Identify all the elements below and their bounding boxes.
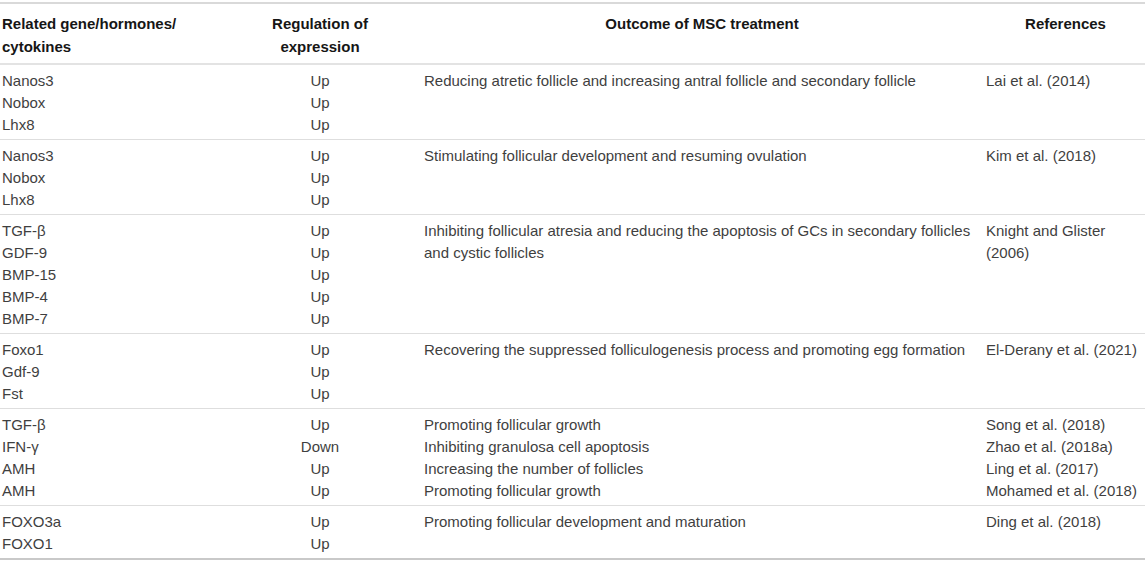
outcome-text: Inhibiting granulosa cell apoptosis — [424, 436, 974, 458]
outcome-cell: Inhibiting follicular atresia and reduci… — [390, 220, 980, 330]
gene-name: AMH — [2, 458, 250, 480]
reference-cell: Song et al. (2018) Zhao et al. (2018a) L… — [980, 414, 1145, 502]
table-bottom-rule — [0, 558, 1145, 560]
table-row-group: Nanos3 Nobox Lhx8 Up Up Up Reducing atre… — [0, 65, 1145, 139]
table-row-group: FOXO3a FOXO1 Up Up Promoting follicular … — [0, 506, 1145, 558]
regulation-value: Up — [250, 480, 390, 502]
regulation-value: Up — [250, 242, 390, 264]
gene-name: Nanos3 — [2, 145, 250, 167]
gene-name: Foxo1 — [2, 339, 250, 361]
outcome-text: Promoting follicular growth — [424, 414, 974, 436]
outcome-text: Reducing atretic follicle and increasing… — [424, 70, 974, 92]
gene-name: Fst — [2, 383, 250, 405]
reference-text: Kim et al. (2018) — [986, 145, 1145, 167]
gene-name: TGF-β — [2, 220, 250, 242]
header-outcome: Outcome of MSC treatment — [390, 12, 980, 58]
gene-name: Nanos3 — [2, 70, 250, 92]
gene-list: Nanos3 Nobox Lhx8 — [0, 70, 250, 136]
header-regulation: Regulation of expression — [250, 12, 390, 58]
table-row-group: TGF-β GDF-9 BMP-15 BMP-4 BMP-7 Up Up Up … — [0, 215, 1145, 333]
reference-text: Ding et al. (2018) — [986, 511, 1145, 533]
regulation-value: Up — [250, 533, 390, 555]
gene-name: Nobox — [2, 167, 250, 189]
regulation-list: Up Up Up — [250, 339, 390, 405]
gene-name: BMP-15 — [2, 264, 250, 286]
outcome-text: Stimulating follicular development and r… — [424, 145, 974, 167]
msc-treatment-table: Related gene/hormones/ cytokines Regulat… — [0, 2, 1145, 560]
gene-name: Gdf-9 — [2, 361, 250, 383]
regulation-value: Up — [250, 220, 390, 242]
regulation-value: Up — [250, 145, 390, 167]
regulation-value: Up — [250, 264, 390, 286]
gene-name: FOXO1 — [2, 533, 250, 555]
regulation-value: Down — [250, 436, 390, 458]
table-row-group: TGF-β IFN-γ AMH AMH Up Down Up Up Promot… — [0, 409, 1145, 505]
reference-text: El-Derany et al. (2021) — [986, 339, 1145, 361]
gene-name: Lhx8 — [2, 114, 250, 136]
regulation-value: Up — [250, 339, 390, 361]
regulation-list: Up Up Up — [250, 70, 390, 136]
gene-list: TGF-β GDF-9 BMP-15 BMP-4 BMP-7 — [0, 220, 250, 330]
outcome-text: Increasing the number of follicles — [424, 458, 974, 480]
gene-list: TGF-β IFN-γ AMH AMH — [0, 414, 250, 502]
gene-list: FOXO3a FOXO1 — [0, 511, 250, 555]
regulation-value: Up — [250, 361, 390, 383]
regulation-value: Up — [250, 383, 390, 405]
outcome-text: Promoting follicular development and mat… — [424, 511, 974, 533]
gene-name: Lhx8 — [2, 189, 250, 211]
outcome-cell: Promoting follicular growth Inhibiting g… — [390, 414, 980, 502]
reference-text: Zhao et al. (2018a) — [986, 436, 1145, 458]
table-header-row: Related gene/hormones/ cytokines Regulat… — [0, 4, 1145, 63]
reference-text: Knight and Glister (2006) — [986, 220, 1145, 264]
outcome-cell: Promoting follicular development and mat… — [390, 511, 980, 555]
reference-cell: Knight and Glister (2006) — [980, 220, 1145, 330]
reference-cell: Kim et al. (2018) — [980, 145, 1145, 211]
outcome-cell: Recovering the suppressed folliculogenes… — [390, 339, 980, 405]
reference-cell: El-Derany et al. (2021) — [980, 339, 1145, 405]
outcome-text: Promoting follicular growth — [424, 480, 974, 502]
reference-text: Ling et al. (2017) — [986, 458, 1145, 480]
regulation-list: Up Down Up Up — [250, 414, 390, 502]
table-row-group: Foxo1 Gdf-9 Fst Up Up Up Recovering the … — [0, 334, 1145, 408]
regulation-value: Up — [250, 458, 390, 480]
regulation-value: Up — [250, 70, 390, 92]
regulation-list: Up Up Up — [250, 145, 390, 211]
gene-list: Nanos3 Nobox Lhx8 — [0, 145, 250, 211]
outcome-text: Recovering the suppressed folliculogenes… — [424, 339, 974, 361]
header-related-genes: Related gene/hormones/ cytokines — [0, 12, 250, 58]
reference-text: Lai et al. (2014) — [986, 70, 1145, 92]
regulation-value: Up — [250, 511, 390, 533]
reference-text: Mohamed et al. (2018) — [986, 480, 1145, 502]
gene-name: IFN-γ — [2, 436, 250, 458]
outcome-text: Inhibiting follicular atresia and reduci… — [424, 220, 974, 264]
gene-name: BMP-7 — [2, 308, 250, 330]
outcome-cell: Stimulating follicular development and r… — [390, 145, 980, 211]
gene-name: Nobox — [2, 92, 250, 114]
outcome-cell: Reducing atretic follicle and increasing… — [390, 70, 980, 136]
regulation-value: Up — [250, 92, 390, 114]
gene-name: AMH — [2, 480, 250, 502]
regulation-value: Up — [250, 189, 390, 211]
header-references: References — [980, 12, 1145, 58]
gene-name: GDF-9 — [2, 242, 250, 264]
regulation-list: Up Up Up Up Up — [250, 220, 390, 330]
gene-name: TGF-β — [2, 414, 250, 436]
gene-name: BMP-4 — [2, 286, 250, 308]
regulation-list: Up Up — [250, 511, 390, 555]
reference-text: Song et al. (2018) — [986, 414, 1145, 436]
table-row-group: Nanos3 Nobox Lhx8 Up Up Up Stimulating f… — [0, 140, 1145, 214]
regulation-value: Up — [250, 308, 390, 330]
reference-cell: Ding et al. (2018) — [980, 511, 1145, 555]
gene-name: FOXO3a — [2, 511, 250, 533]
reference-cell: Lai et al. (2014) — [980, 70, 1145, 136]
regulation-value: Up — [250, 167, 390, 189]
regulation-value: Up — [250, 414, 390, 436]
regulation-value: Up — [250, 114, 390, 136]
gene-list: Foxo1 Gdf-9 Fst — [0, 339, 250, 405]
regulation-value: Up — [250, 286, 390, 308]
